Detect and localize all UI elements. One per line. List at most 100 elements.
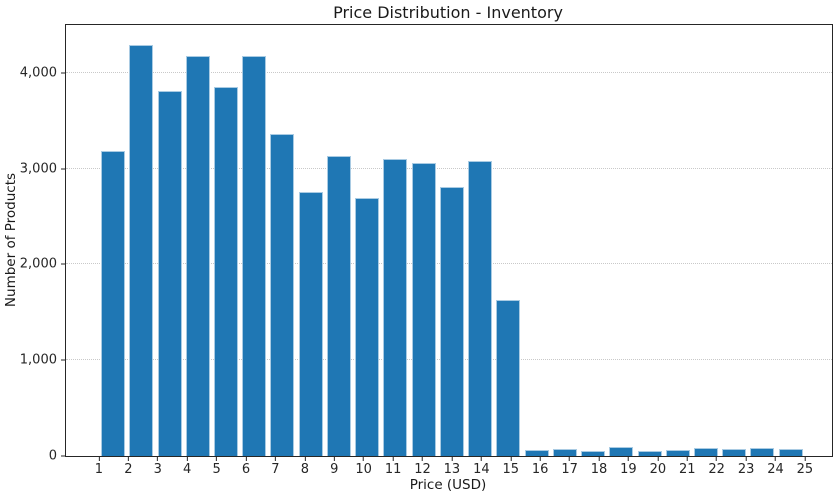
bar-slot [381, 25, 409, 456]
x-tick-mark [775, 456, 777, 461]
bar-slot [579, 25, 607, 456]
x-tick-mark [304, 456, 306, 461]
bar [637, 451, 662, 456]
x-tick-mark [598, 456, 600, 461]
x-tick-mark [745, 456, 747, 461]
y-axis-label: Number of Products [1, 24, 21, 455]
x-tick-label: 8 [300, 462, 309, 477]
x-tick: 13 [444, 456, 460, 476]
x-tick-mark [510, 456, 512, 461]
x-tick-mark [363, 456, 365, 461]
y-tick-mark [61, 263, 66, 265]
x-tick-mark [716, 456, 718, 461]
bar-slot [410, 25, 438, 456]
bar [326, 156, 351, 456]
x-tick: 11 [385, 456, 401, 476]
bars-region [99, 25, 805, 456]
bar-slot [777, 25, 805, 456]
x-tick-mark [686, 456, 688, 461]
bar [693, 448, 718, 456]
bar [750, 447, 775, 456]
bar [242, 56, 267, 456]
x-tick-mark [127, 456, 129, 461]
x-tick: 22 [708, 456, 725, 476]
bar [214, 87, 238, 456]
x-tick: 24 [767, 456, 784, 476]
bar [665, 450, 690, 456]
x-tick-label: 1 [94, 462, 104, 477]
x-tick-label: 10 [355, 462, 372, 477]
y-tick-label: 2,000 [19, 256, 57, 272]
x-tick: 19 [620, 456, 637, 476]
bar-slot [268, 25, 296, 456]
x-tick-label: 17 [561, 462, 578, 477]
x-tick-label: 15 [502, 462, 520, 477]
bar [524, 450, 549, 456]
bar-slot [466, 25, 494, 456]
bar-slot [155, 25, 183, 456]
bar [496, 299, 521, 456]
bar-slot [551, 25, 579, 456]
x-tick: 18 [590, 456, 608, 477]
y-tick-mark [61, 359, 66, 361]
bar-slot [664, 25, 692, 456]
x-tick-label: 9 [330, 462, 339, 477]
bar [355, 197, 380, 456]
x-tick-mark [333, 456, 335, 461]
y-tick-label: 0 [48, 448, 57, 464]
bar-slot [325, 25, 353, 456]
x-tick-label: 14 [473, 462, 490, 477]
chart-title: Price Distribution - Inventory [333, 3, 563, 22]
bar [722, 449, 747, 456]
bar-slot [692, 25, 720, 456]
x-tick-mark [627, 456, 629, 461]
x-axis-label: Price (USD) [409, 477, 487, 493]
y-tick-label: 3,000 [19, 161, 57, 177]
y-axis-label-text: Number of Products [3, 172, 19, 307]
x-tick-mark [157, 456, 159, 461]
x-tick-label: 2 [124, 462, 133, 477]
bar-slot [748, 25, 776, 456]
bar-slot [720, 25, 748, 456]
x-tick-mark [392, 456, 394, 461]
x-tick-mark [245, 456, 247, 461]
x-tick: 2 [124, 456, 133, 477]
x-tick-label: 4 [183, 462, 192, 477]
x-tick: 25 [797, 456, 813, 476]
bar-slot [353, 25, 381, 456]
x-tick-label: 3 [153, 462, 162, 477]
bar [129, 45, 154, 456]
x-tick-mark [274, 456, 276, 461]
bar-slot [522, 25, 550, 456]
x-tick-label: 18 [590, 462, 608, 477]
bar-slot [240, 25, 268, 456]
y-tick-mark [61, 455, 66, 457]
x-tick-label: 6 [241, 462, 251, 477]
x-tick: 6 [242, 456, 250, 476]
bar [609, 447, 634, 456]
x-tick-mark [804, 456, 806, 461]
bar [468, 161, 493, 456]
bar-slot [127, 25, 155, 456]
x-tick-label: 5 [212, 462, 221, 477]
x-tick-mark [451, 456, 453, 461]
x-tick: 21 [679, 456, 696, 476]
y-tick: 2,000 [20, 258, 66, 271]
x-tick-label: 20 [649, 462, 667, 477]
x-tick: 7 [271, 456, 280, 477]
bar-slot [99, 25, 127, 456]
x-tick-label: 24 [767, 462, 784, 477]
x-tick-label: 23 [737, 462, 755, 477]
bar [383, 158, 408, 456]
x-tick: 9 [330, 456, 338, 476]
x-tick-label: 12 [414, 462, 431, 477]
x-tick-mark [569, 456, 571, 461]
x-tick-mark [422, 456, 424, 461]
y-tick-label: 1,000 [19, 352, 57, 368]
x-tick-mark [657, 456, 659, 461]
x-tick-mark [186, 456, 188, 461]
bar [185, 56, 210, 456]
x-tick-label: 7 [271, 462, 280, 477]
x-tick: 1 [95, 456, 103, 476]
